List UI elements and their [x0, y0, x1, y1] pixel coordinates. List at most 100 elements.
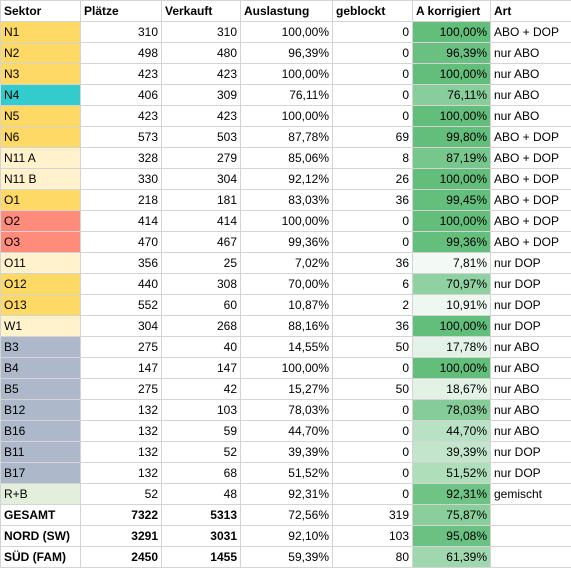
cell-plaetze[interactable]: 330 [81, 169, 162, 190]
cell-auslastung[interactable]: 70,00% [241, 274, 333, 295]
cell-plaetze[interactable]: 356 [81, 253, 162, 274]
cell-geblockt[interactable]: 80 [333, 547, 413, 568]
cell-geblockt[interactable]: 50 [333, 379, 413, 400]
cell-a-korrigiert[interactable]: 76,11% [413, 85, 491, 106]
cell-verkauft[interactable]: 308 [162, 274, 241, 295]
cell-sektor[interactable]: O3 [1, 232, 81, 253]
cell-plaetze[interactable]: 275 [81, 337, 162, 358]
cell-geblockt[interactable]: 0 [333, 484, 413, 505]
cell-sektor[interactable]: O13 [1, 295, 81, 316]
cell-auslastung[interactable]: 96,39% [241, 43, 333, 64]
cell-auslastung[interactable]: 92,12% [241, 169, 333, 190]
cell-art[interactable]: nur ABO [491, 106, 571, 127]
cell-a-korrigiert[interactable]: 100,00% [413, 169, 491, 190]
header-cell-verkauft[interactable]: Verkauft [162, 1, 241, 22]
cell-sektor[interactable]: B11 [1, 442, 81, 463]
cell-a-korrigiert[interactable]: 96,39% [413, 43, 491, 64]
cell-verkauft[interactable]: 25 [162, 253, 241, 274]
cell-plaetze[interactable]: 310 [81, 22, 162, 43]
cell-plaetze[interactable]: 132 [81, 400, 162, 421]
cell-sektor[interactable]: O12 [1, 274, 81, 295]
cell-sektor[interactable]: B3 [1, 337, 81, 358]
cell-auslastung[interactable]: 44,70% [241, 421, 333, 442]
cell-verkauft[interactable]: 423 [162, 106, 241, 127]
cell-auslastung[interactable]: 92,10% [241, 526, 333, 547]
cell-art[interactable]: nur ABO [491, 43, 571, 64]
cell-verkauft[interactable]: 103 [162, 400, 241, 421]
cell-art[interactable]: ABO + DOP [491, 127, 571, 148]
cell-plaetze[interactable]: 406 [81, 85, 162, 106]
cell-verkauft[interactable]: 60 [162, 295, 241, 316]
cell-sektor[interactable]: N3 [1, 64, 81, 85]
cell-geblockt[interactable]: 319 [333, 505, 413, 526]
cell-auslastung[interactable]: 92,31% [241, 484, 333, 505]
cell-art[interactable]: nur DOP [491, 316, 571, 337]
cell-verkauft[interactable]: 40 [162, 337, 241, 358]
cell-geblockt[interactable]: 26 [333, 169, 413, 190]
cell-plaetze[interactable]: 470 [81, 232, 162, 253]
cell-sektor[interactable]: NORD (SW) [1, 526, 81, 547]
cell-sektor[interactable]: N5 [1, 106, 81, 127]
cell-a-korrigiert[interactable]: 99,36% [413, 232, 491, 253]
cell-auslastung[interactable]: 14,55% [241, 337, 333, 358]
header-cell-sektor[interactable]: Sektor [1, 1, 81, 22]
cell-verkauft[interactable]: 503 [162, 127, 241, 148]
cell-plaetze[interactable]: 304 [81, 316, 162, 337]
cell-geblockt[interactable]: 0 [333, 43, 413, 64]
cell-a-korrigiert[interactable]: 100,00% [413, 106, 491, 127]
cell-plaetze[interactable]: 3291 [81, 526, 162, 547]
cell-auslastung[interactable]: 78,03% [241, 400, 333, 421]
cell-a-korrigiert[interactable]: 100,00% [413, 22, 491, 43]
cell-plaetze[interactable]: 132 [81, 463, 162, 484]
cell-verkauft[interactable]: 279 [162, 148, 241, 169]
cell-a-korrigiert[interactable]: 51,52% [413, 463, 491, 484]
cell-geblockt[interactable]: 8 [333, 148, 413, 169]
cell-plaetze[interactable]: 147 [81, 358, 162, 379]
cell-art[interactable]: nur ABO [491, 85, 571, 106]
cell-art[interactable]: nur ABO [491, 358, 571, 379]
cell-art[interactable]: nur ABO [491, 421, 571, 442]
cell-auslastung[interactable]: 100,00% [241, 211, 333, 232]
cell-a-korrigiert[interactable]: 17,78% [413, 337, 491, 358]
cell-art[interactable]: nur DOP [491, 274, 571, 295]
cell-art[interactable]: ABO + DOP [491, 22, 571, 43]
cell-plaetze[interactable]: 328 [81, 148, 162, 169]
cell-auslastung[interactable]: 88,16% [241, 316, 333, 337]
cell-verkauft[interactable]: 48 [162, 484, 241, 505]
cell-verkauft[interactable]: 147 [162, 358, 241, 379]
cell-auslastung[interactable]: 76,11% [241, 85, 333, 106]
cell-sektor[interactable]: N1 [1, 22, 81, 43]
cell-geblockt[interactable]: 50 [333, 337, 413, 358]
cell-geblockt[interactable]: 36 [333, 316, 413, 337]
cell-sektor[interactable]: N2 [1, 43, 81, 64]
cell-plaetze[interactable]: 132 [81, 442, 162, 463]
cell-auslastung[interactable]: 85,06% [241, 148, 333, 169]
cell-sektor[interactable]: B12 [1, 400, 81, 421]
cell-art[interactable]: ABO + DOP [491, 169, 571, 190]
cell-sektor[interactable]: O11 [1, 253, 81, 274]
cell-art[interactable] [491, 526, 571, 547]
cell-auslastung[interactable]: 72,56% [241, 505, 333, 526]
cell-verkauft[interactable]: 268 [162, 316, 241, 337]
cell-art[interactable]: nur ABO [491, 337, 571, 358]
cell-sektor[interactable]: R+B [1, 484, 81, 505]
cell-a-korrigiert[interactable]: 100,00% [413, 64, 491, 85]
cell-art[interactable]: ABO + DOP [491, 211, 571, 232]
cell-art[interactable]: nur DOP [491, 442, 571, 463]
cell-sektor[interactable]: W1 [1, 316, 81, 337]
cell-art[interactable]: nur DOP [491, 463, 571, 484]
cell-a-korrigiert[interactable]: 44,70% [413, 421, 491, 442]
cell-geblockt[interactable]: 0 [333, 64, 413, 85]
cell-geblockt[interactable]: 0 [333, 442, 413, 463]
cell-geblockt[interactable]: 0 [333, 85, 413, 106]
header-cell-auslastung[interactable]: Auslastung [241, 1, 333, 22]
cell-auslastung[interactable]: 99,36% [241, 232, 333, 253]
cell-geblockt[interactable]: 0 [333, 211, 413, 232]
cell-plaetze[interactable]: 2450 [81, 547, 162, 568]
cell-geblockt[interactable]: 0 [333, 358, 413, 379]
cell-verkauft[interactable]: 310 [162, 22, 241, 43]
cell-art[interactable]: gemischt [491, 484, 571, 505]
header-cell-a-korrigiert[interactable]: A korrigiert [413, 1, 491, 22]
cell-plaetze[interactable]: 52 [81, 484, 162, 505]
cell-sektor[interactable]: N4 [1, 85, 81, 106]
